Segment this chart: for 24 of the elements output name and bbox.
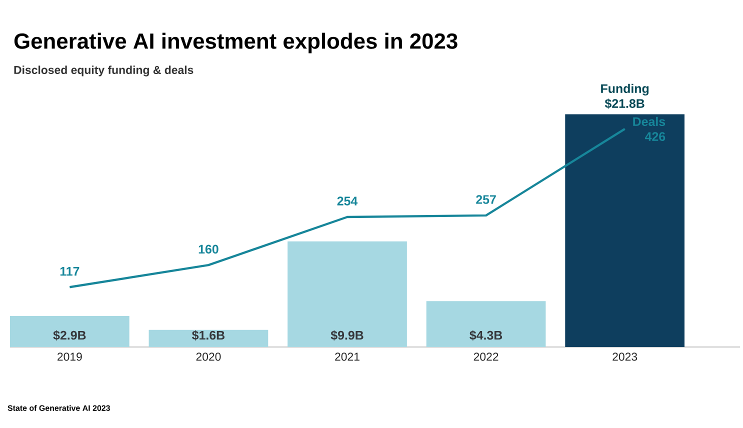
data-label: $9.9B — [330, 330, 364, 340]
x-tick-label: 2022 — [474, 352, 498, 361]
x-tick-label: 2023 — [612, 352, 638, 361]
chart-subtitle: Disclosed equity funding & deals — [14, 66, 194, 76]
chart-title: Generative AI investment explodes in 2023 — [14, 32, 458, 54]
data-label: $4.3B — [470, 330, 502, 340]
data-label: $2.9B — [53, 330, 86, 340]
data-label: $21.8B — [604, 98, 644, 109]
data-label: 117 — [60, 267, 80, 276]
bar — [426, 301, 546, 347]
data-label: 257 — [476, 195, 496, 204]
bar — [288, 241, 407, 347]
x-tick-label: 2020 — [196, 352, 221, 361]
series-label: Deals — [633, 116, 666, 126]
data-label: 426 — [644, 132, 666, 141]
x-tick-label: 2019 — [58, 352, 82, 361]
data-label: 160 — [198, 244, 218, 254]
bar — [148, 330, 268, 347]
bar — [10, 316, 130, 347]
x-tick-label: 2021 — [335, 352, 360, 361]
data-label: $1.6B — [192, 330, 225, 340]
data-label: 254 — [337, 196, 358, 206]
series-label: Funding — [601, 84, 649, 96]
bar — [565, 114, 684, 347]
